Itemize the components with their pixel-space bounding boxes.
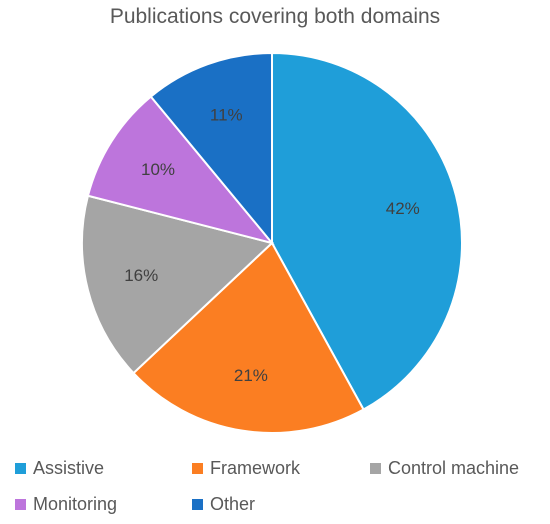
pie-slice-control-machine (81, 194, 275, 375)
legend-swatch-monitoring (15, 499, 26, 510)
pie-slice-framework (132, 241, 365, 434)
legend-item-framework: Framework (192, 458, 300, 479)
legend-item-monitoring: Monitoring (15, 494, 117, 515)
pie-slice-monitoring (86, 95, 275, 245)
legend-item-assistive: Assistive (15, 458, 104, 479)
legend-item-control-machine: Control machine (370, 458, 519, 479)
data-label-control-machine: 16% (124, 266, 158, 285)
legend-swatch-control-machine (370, 463, 381, 474)
data-label-other: 11% (210, 105, 243, 124)
legend-label-framework: Framework (210, 458, 301, 478)
legend-label-assistive: Assistive (33, 458, 105, 478)
chart-title: Publications covering both domains (109, 5, 441, 28)
legend-label-monitoring: Monitoring (33, 494, 118, 514)
legend-swatch-assistive (15, 463, 26, 474)
data-label-monitoring: 10% (141, 160, 175, 179)
legend-label-control-machine: Control machine (388, 458, 520, 478)
legend-item-other: Other (192, 494, 255, 515)
legend-swatch-other (192, 499, 203, 510)
pie-plot-area: 42% 21% 16% 10% 11% (81, 51, 463, 434)
data-label-framework: 21% (234, 366, 268, 385)
data-label-assistive: 42% (386, 199, 420, 218)
pie-slice-assistive (271, 51, 463, 411)
legend-label-other: Other (210, 494, 256, 514)
pie-slice-other (149, 51, 273, 246)
legend-swatch-framework (192, 463, 203, 474)
